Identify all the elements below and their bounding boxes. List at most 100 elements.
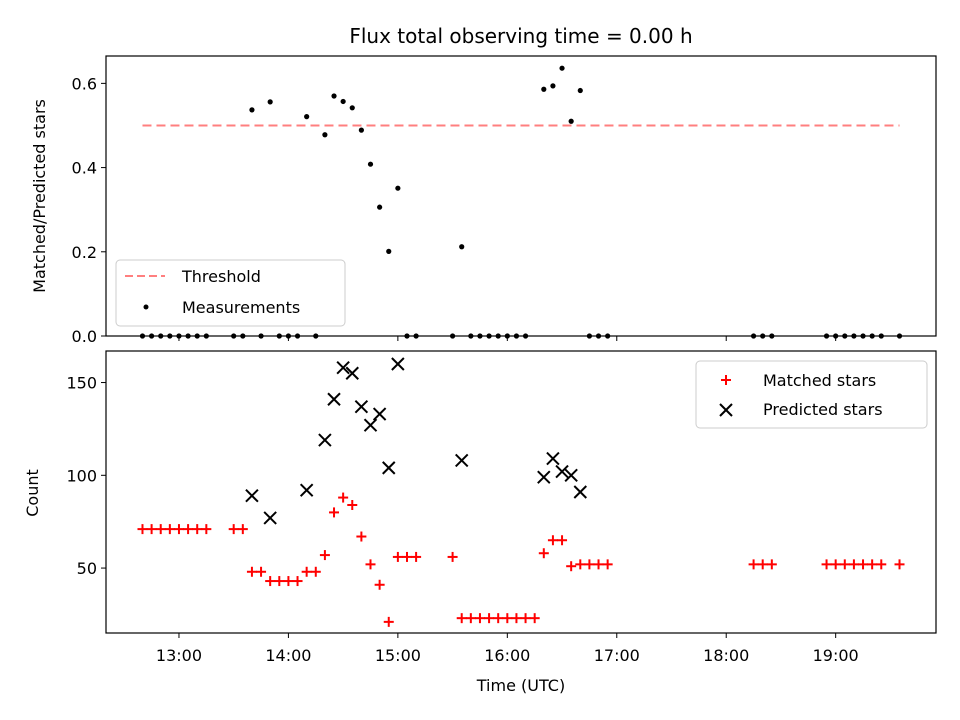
- chart-title: Flux total observing time = 0.00 h: [349, 24, 692, 48]
- predicted-star-point: [363, 418, 378, 432]
- matched-star-point: [228, 524, 239, 535]
- measurement-point: [550, 83, 556, 89]
- matched-star-point: [338, 492, 349, 503]
- measurement-point: [395, 185, 401, 191]
- matched-star-point: [830, 559, 841, 570]
- measurement-point: [367, 161, 374, 167]
- matched-star-point: [876, 559, 887, 570]
- matched-star-point: [547, 535, 558, 546]
- matched-star-point: [858, 559, 869, 570]
- bottom-x-tick-label: 15:00: [375, 646, 421, 665]
- matched-star-point: [173, 524, 184, 535]
- bottom-y-tick-label: 150: [66, 374, 97, 393]
- bottom-legend-box: [695, 360, 928, 429]
- matched-star-point: [748, 559, 759, 570]
- predicted-star-point: [382, 461, 396, 475]
- matched-star-point: [602, 559, 613, 570]
- matched-star-point: [584, 559, 595, 570]
- predicted-star-point: [564, 468, 578, 483]
- measurement-point: [559, 65, 565, 71]
- matched-star-point: [164, 524, 175, 535]
- matched-star-point: [347, 499, 358, 510]
- measurement-point: [568, 118, 574, 124]
- predicted-star-point: [546, 451, 560, 466]
- x-axis-label: Time (UTC): [476, 676, 565, 695]
- measurement-point: [541, 86, 547, 92]
- predicted-star-point: [455, 453, 469, 468]
- predicted-star-point: [318, 433, 332, 447]
- matched-star-point: [484, 613, 495, 624]
- matched-star-point: [757, 559, 768, 570]
- measurement-point: [577, 87, 583, 94]
- matched-star-point: [237, 524, 248, 535]
- matched-star-point: [265, 576, 276, 587]
- matched-star-point: [447, 551, 458, 562]
- top-x-ticks: [178, 336, 837, 341]
- predicted-star-point: [299, 483, 314, 497]
- measurement-point: [386, 248, 392, 254]
- top-y-tick-label: 0.0: [72, 327, 97, 346]
- predicted-star-point: [245, 489, 259, 503]
- matched-star-point: [593, 559, 604, 570]
- bottom-x-tick-label: 17:00: [594, 646, 640, 665]
- measurement-point: [377, 204, 383, 210]
- matched-star-point: [557, 535, 568, 546]
- predicted-star-point: [345, 366, 359, 380]
- top-y-tick-label: 0.2: [72, 243, 97, 262]
- top-y-ticks: 0.0 0.2 0.4 0.6: [72, 74, 106, 346]
- matched-star-point: [821, 559, 832, 570]
- measurement-point: [358, 127, 364, 133]
- top-plot-area: 0.0 0.2 0.4 0.6: [72, 55, 937, 346]
- top-y-axis-label: Matched/Predicted stars: [30, 99, 49, 293]
- matched-star-point: [301, 566, 312, 577]
- bottom-x-tick-label: 19:00: [813, 646, 859, 665]
- bottom-y-ticks: 50 100 150: [66, 374, 106, 578]
- measurement-point: [249, 107, 255, 113]
- top-y-tick-label: 0.6: [72, 74, 97, 93]
- measurement-point: [304, 114, 310, 120]
- matched-star-point: [401, 551, 412, 562]
- matched-star-point: [411, 551, 422, 562]
- bottom-y-tick-label: 100: [66, 466, 97, 485]
- matched-star-point: [365, 559, 376, 570]
- matched-star-point: [766, 559, 777, 570]
- matched-star-point: [502, 613, 513, 624]
- measurement-point: [340, 98, 346, 105]
- bottom-y-axis-label: Count: [23, 469, 42, 517]
- matched-star-point: [575, 559, 586, 570]
- matched-star-point: [456, 613, 467, 624]
- measurement-point: [322, 132, 328, 138]
- matched-star-point: [529, 613, 540, 624]
- measurement-point: [459, 244, 465, 250]
- matched-star-point: [383, 616, 394, 627]
- measurement-point: [349, 105, 355, 111]
- matched-star-point: [374, 579, 385, 590]
- predicted-star-point: [372, 407, 387, 421]
- matched-star-point: [474, 613, 485, 624]
- bottom-x-tick-label: 14:00: [265, 646, 311, 665]
- bottom-x-tick-label: 18:00: [703, 646, 749, 665]
- top-legend-box: [115, 259, 346, 327]
- matched-star-point: [155, 524, 166, 535]
- bottom-y-tick-label: 50: [77, 559, 97, 578]
- matched-star-point: [319, 550, 330, 561]
- measurement-point: [267, 99, 273, 105]
- matched-star-point: [493, 613, 504, 624]
- predicted-star-point: [263, 511, 277, 525]
- predicted-stars-legend-swatch: [719, 403, 733, 417]
- predicted-stars-legend-label: Predicted stars: [763, 400, 883, 419]
- measurements-legend-label: Measurements: [182, 298, 300, 317]
- matched-star-point: [183, 524, 194, 535]
- predicted-star-point: [354, 399, 369, 414]
- matched-star-point: [356, 531, 367, 542]
- matched-star-point: [392, 551, 403, 562]
- matched-star-point: [566, 561, 577, 572]
- threshold-legend-label: Threshold: [181, 267, 261, 286]
- bottom-x-tick-label: 16:00: [484, 646, 530, 665]
- bottom-x-ticks: 13:00 14:00 15:00 16:00 17:00 18:00 19:00: [156, 633, 859, 665]
- predicted-star-point: [336, 360, 350, 375]
- measurement-point: [331, 93, 337, 99]
